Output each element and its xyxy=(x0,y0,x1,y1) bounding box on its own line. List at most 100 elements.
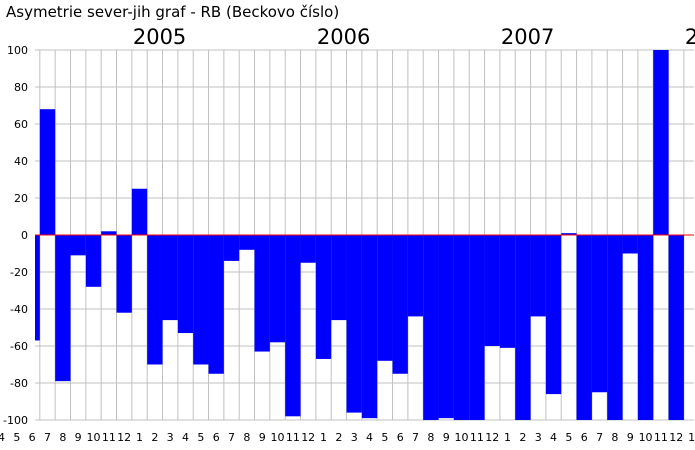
x-tick-label: 11 xyxy=(286,431,300,444)
bar xyxy=(653,50,669,235)
x-tick-label: 6 xyxy=(213,431,220,444)
bar xyxy=(315,235,332,359)
x-tick-label: 2 xyxy=(151,431,158,444)
bars xyxy=(35,50,684,420)
bar xyxy=(515,235,531,420)
bar xyxy=(300,235,316,263)
bar xyxy=(545,235,562,395)
bar xyxy=(499,235,516,348)
bar xyxy=(331,235,347,321)
y-tick-label: -60 xyxy=(10,340,28,353)
bar xyxy=(346,235,362,413)
bar xyxy=(35,235,40,341)
bar xyxy=(147,235,163,365)
y-tick-label: 20 xyxy=(14,192,28,205)
x-tick-label: 3 xyxy=(167,431,174,444)
x-tick-label: 5 xyxy=(565,431,572,444)
bar xyxy=(637,235,654,420)
x-tick-label: 8 xyxy=(59,431,66,444)
x-tick-label: 1 xyxy=(136,431,143,444)
x-tick-label: 12 xyxy=(669,431,683,444)
bar xyxy=(392,235,408,374)
x-tick-label: 7 xyxy=(412,431,419,444)
bar xyxy=(438,235,454,419)
bar xyxy=(423,235,439,420)
x-ticks: 4 5 6 7 8 9 10 11 12 1 2 3 4 5 6 7 8 9 10 11 12 1 2 3 4 5 6 7 8 9 10 11… xyxy=(0,431,695,444)
bar xyxy=(70,235,86,256)
bar xyxy=(607,235,623,420)
bar xyxy=(561,233,577,235)
x-tick-label: 2 xyxy=(519,431,526,444)
year-label: 2 xyxy=(685,25,695,49)
y-tick-label: -20 xyxy=(10,266,28,279)
bar xyxy=(530,235,546,317)
bar xyxy=(177,235,194,334)
y-tick-label: -80 xyxy=(10,377,28,390)
bar xyxy=(377,235,393,361)
x-tick-label: 1 xyxy=(688,431,695,444)
year-label: 2005 xyxy=(133,25,186,49)
x-tick-label: 4 xyxy=(182,431,189,444)
x-tick-label: 8 xyxy=(611,431,618,444)
y-ticks: 100 80 60 40 20 0 -20 -40 -60 -80 -100 xyxy=(3,44,28,427)
x-tick-label: 8 xyxy=(243,431,250,444)
x-tick-label: 10 xyxy=(455,431,469,444)
bar xyxy=(484,235,500,346)
bar xyxy=(285,235,301,417)
x-tick-label: 9 xyxy=(75,431,82,444)
bar xyxy=(622,235,638,254)
x-tick-label: 10 xyxy=(639,431,653,444)
x-tick-label: 6 xyxy=(29,431,36,444)
y-tick-label: 0 xyxy=(21,229,28,242)
x-tick-label: 2 xyxy=(335,431,342,444)
x-tick-label: 5 xyxy=(197,431,204,444)
bar xyxy=(116,235,132,313)
bar xyxy=(269,235,286,343)
bar xyxy=(131,188,148,235)
x-tick-label: 5 xyxy=(381,431,388,444)
year-labels: 2005 2006 2007 2 xyxy=(133,25,695,49)
x-tick-label: 5 xyxy=(13,431,20,444)
x-tick-label: 7 xyxy=(596,431,603,444)
x-tick-label: 8 xyxy=(427,431,434,444)
chart-title: Asymetrie sever-jih graf - RB (Beckovo č… xyxy=(6,3,339,21)
x-tick-label: 1 xyxy=(320,431,327,444)
x-tick-label: 10 xyxy=(271,431,285,444)
year-label: 2007 xyxy=(501,25,554,49)
bar xyxy=(453,235,470,420)
bar xyxy=(576,235,592,420)
bar xyxy=(162,235,178,321)
x-tick-label: 3 xyxy=(351,431,358,444)
bar xyxy=(39,109,56,235)
y-tick-label: 100 xyxy=(7,44,28,57)
x-tick-label: 11 xyxy=(654,431,668,444)
x-tick-label: 6 xyxy=(581,431,588,444)
x-tick-label: 4 xyxy=(366,431,373,444)
x-tick-label: 9 xyxy=(443,431,450,444)
bar xyxy=(668,235,684,420)
x-tick-label: 3 xyxy=(535,431,542,444)
x-tick-label: 1 xyxy=(504,431,511,444)
x-tick-label: 4 xyxy=(0,431,5,444)
x-tick-label: 9 xyxy=(259,431,266,444)
bar xyxy=(208,235,224,374)
bar xyxy=(469,235,485,420)
y-tick-label: 60 xyxy=(14,118,28,131)
x-tick-label: 9 xyxy=(627,431,634,444)
y-tick-label: 80 xyxy=(14,81,28,94)
y-tick-label: 40 xyxy=(14,155,28,168)
bar xyxy=(193,235,209,365)
x-tick-label: 6 xyxy=(397,431,404,444)
x-tick-label: 10 xyxy=(87,431,101,444)
x-tick-label: 4 xyxy=(550,431,557,444)
bar xyxy=(55,235,71,382)
bar xyxy=(101,231,117,235)
x-tick-label: 12 xyxy=(485,431,499,444)
x-tick-label: 12 xyxy=(301,431,315,444)
y-tick-label: -40 xyxy=(10,303,28,316)
x-tick-label: 7 xyxy=(228,431,235,444)
year-label: 2006 xyxy=(317,25,370,49)
bar xyxy=(85,235,102,287)
bar xyxy=(254,235,270,352)
